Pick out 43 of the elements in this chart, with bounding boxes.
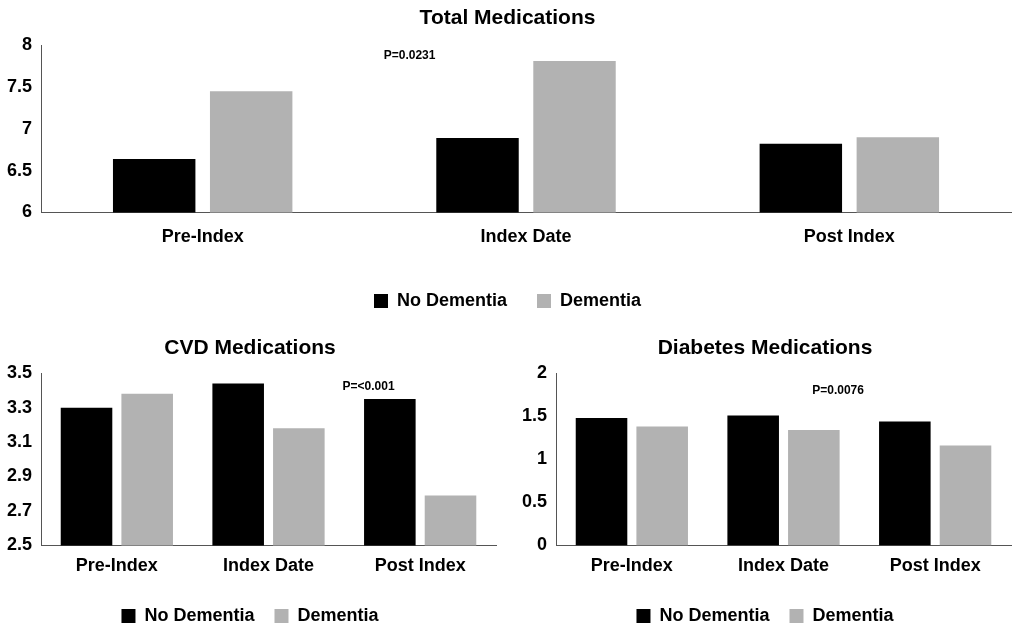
x-tick-label: Post Index [803,226,895,247]
y-tick-label: 7 [22,117,33,138]
y-tick-label: 2.9 [6,465,33,486]
x-tick-label: Post Index [889,555,981,576]
annotation: P=0.0076 [812,382,865,397]
y-tick-label: 3.3 [6,396,33,417]
y-tick-label: 3.1 [6,431,33,452]
bar [727,415,779,546]
annotation: P=0.0231 [383,47,436,62]
chart-title: Diabetes Medications [657,335,873,359]
y-tick-label: 0.5 [521,491,548,512]
legend-label: Dementia [560,289,643,310]
y-tick-label: 1 [537,448,548,469]
y-tick-label: 7.5 [6,75,33,96]
y-tick-label: 0 [537,534,548,555]
bar [575,417,628,546]
x-tick-label: Pre-Index [590,555,673,576]
y-tick-label: 6.5 [6,159,33,180]
chart-title: Total Medications [419,5,596,29]
x-tick-label: Index Date [738,555,830,576]
legend-label: Dementia [812,604,895,625]
y-tick-label: 6 [22,201,33,222]
legend-label: No Dementia [659,604,771,625]
x-tick-label: Post Index [374,555,466,576]
annotation: P=<0.001 [342,379,395,394]
x-tick-label: Index Date [480,226,572,247]
x-tick-label: Index Date [223,555,315,576]
y-tick-label: 3.5 [6,362,33,383]
y-tick-label: 8 [22,34,33,55]
x-tick-label: Pre-Index [161,226,244,247]
bar [636,426,688,546]
chart-title: CVD Medications [164,335,336,359]
bar [788,430,840,546]
bar [879,421,931,546]
legend-label: Dementia [297,604,380,625]
y-tick-label: 2 [537,362,548,383]
y-tick-label: 1.5 [521,405,548,426]
x-tick-label: Pre-Index [75,555,158,576]
legend-label: No Dementia [396,289,508,310]
bar [939,445,992,546]
y-tick-label: 2.5 [6,534,33,555]
y-tick-label: 2.7 [6,499,33,520]
legend-label: No Dementia [144,604,256,625]
